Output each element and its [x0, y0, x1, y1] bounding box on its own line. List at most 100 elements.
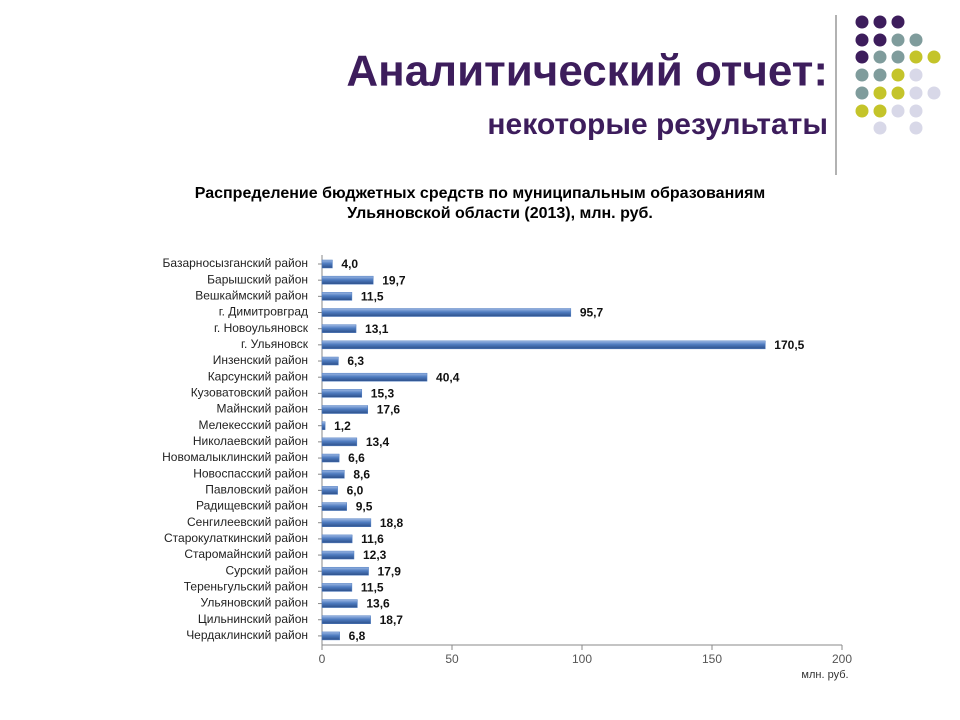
value-label: 95,7 [580, 306, 604, 320]
x-tick-label: 150 [702, 652, 722, 666]
y-tick-label: Ульяновский район [201, 596, 308, 610]
y-tick-label: Новомалыклинский район [162, 450, 308, 464]
value-label: 6,8 [349, 629, 366, 643]
decor-dots [855, 15, 941, 135]
decor-dot [873, 50, 887, 64]
decor-dot [873, 15, 887, 29]
value-label: 6,0 [347, 484, 364, 498]
y-tick-label: Карсунский район [208, 369, 308, 383]
chart-title: Ульяновской области (2013), млн. руб. [347, 205, 653, 222]
bar [321, 486, 338, 495]
x-tick-label: 50 [445, 652, 459, 666]
value-label: 4,0 [341, 257, 358, 271]
x-tick-label: 200 [832, 652, 852, 666]
y-tick-label: Николаевский район [193, 434, 308, 448]
decor-dot [891, 15, 905, 29]
value-label: 6,3 [347, 354, 364, 368]
bar [321, 566, 369, 576]
decor-dot [909, 104, 923, 118]
decor-dot [855, 15, 869, 29]
decor-dot [909, 86, 923, 100]
bar [321, 292, 353, 301]
y-tick-label: Старомайнский район [184, 547, 308, 561]
decor-dot [891, 33, 905, 47]
decor-dot [909, 68, 923, 82]
decor-dot [927, 86, 941, 100]
y-tick-label: Цильнинский район [198, 612, 308, 626]
y-tick-label: Сурский район [225, 563, 308, 577]
value-label: 13,1 [365, 322, 389, 336]
value-label: 11,5 [361, 290, 384, 304]
y-tick-label: г. Новоульяновск [214, 321, 309, 335]
x-tick-label: 100 [572, 652, 592, 666]
decor-dot [873, 33, 887, 47]
value-label: 18,8 [380, 516, 404, 530]
decor-dot [891, 50, 905, 64]
value-label: 9,5 [356, 500, 373, 514]
bar [321, 437, 358, 447]
bar [321, 469, 345, 479]
y-tick-label: Базарносызганский район [163, 256, 308, 270]
decor-dot [873, 86, 887, 100]
y-tick-label: Старокулаткинский район [164, 531, 308, 545]
value-label: 40,4 [436, 370, 460, 384]
bar [321, 405, 369, 414]
y-tick-label: Чердаклинский район [186, 628, 308, 642]
y-tick-label: Вешкаймский район [195, 289, 308, 303]
bar [321, 324, 357, 333]
bar [321, 502, 347, 511]
value-label: 12,3 [363, 548, 387, 562]
bar [321, 534, 353, 544]
bar [321, 340, 766, 350]
y-tick-label: Тереньгульский район [184, 580, 308, 594]
slide-subtitle: некоторые результаты [487, 108, 828, 141]
y-tick-label: Майнский район [217, 402, 308, 416]
y-tick-label: Мелекесский район [199, 418, 308, 432]
value-label: 170,5 [774, 338, 804, 352]
decor-dot [873, 121, 887, 135]
bar [321, 599, 358, 608]
decor-dot [891, 68, 905, 82]
decor-dot [855, 33, 869, 47]
y-tick-label: г. Димитровград [219, 305, 308, 319]
value-label: 13,6 [366, 597, 390, 611]
decor-dot [909, 33, 923, 47]
bar [321, 421, 326, 430]
y-tick-label: Павловский район [205, 483, 308, 497]
chart-title: Распределение бюджетных средств по муниц… [195, 185, 766, 202]
y-tick-label: Барышский район [207, 272, 308, 286]
y-tick-label: Новоспасский район [193, 466, 308, 480]
slide-title: Аналитический отчет: [346, 47, 828, 96]
bar [321, 615, 371, 624]
x-axis-label: млн. руб. [801, 669, 848, 681]
y-tick-label: Инзенский район [213, 353, 308, 367]
value-label: 11,5 [361, 581, 384, 595]
bar [321, 389, 363, 398]
value-label: 6,6 [348, 451, 365, 465]
bar [321, 453, 340, 463]
decor-dot [873, 68, 887, 82]
value-label: 19,7 [382, 273, 406, 287]
value-label: 15,3 [371, 387, 395, 401]
decor-dot [855, 86, 869, 100]
bar [321, 372, 428, 382]
value-label: 11,6 [361, 532, 384, 546]
x-tick-label: 0 [319, 652, 326, 666]
value-label: 8,6 [353, 467, 370, 481]
bar [321, 356, 339, 366]
value-label: 18,7 [380, 613, 404, 627]
y-tick-label: г. Ульяновск [241, 337, 309, 351]
bar [321, 259, 333, 269]
y-tick-label: Сенгилеевский район [187, 515, 308, 529]
y-tick-label: Кузоватовский район [191, 386, 308, 400]
decor-dot [927, 50, 941, 64]
value-label: 1,2 [334, 419, 351, 433]
value-label: 17,6 [377, 403, 401, 417]
y-tick-label: Радищевский район [196, 499, 308, 513]
decor-dot [855, 50, 869, 64]
decor-dot [891, 104, 905, 118]
value-label: 13,4 [366, 435, 390, 449]
bar [321, 308, 572, 317]
